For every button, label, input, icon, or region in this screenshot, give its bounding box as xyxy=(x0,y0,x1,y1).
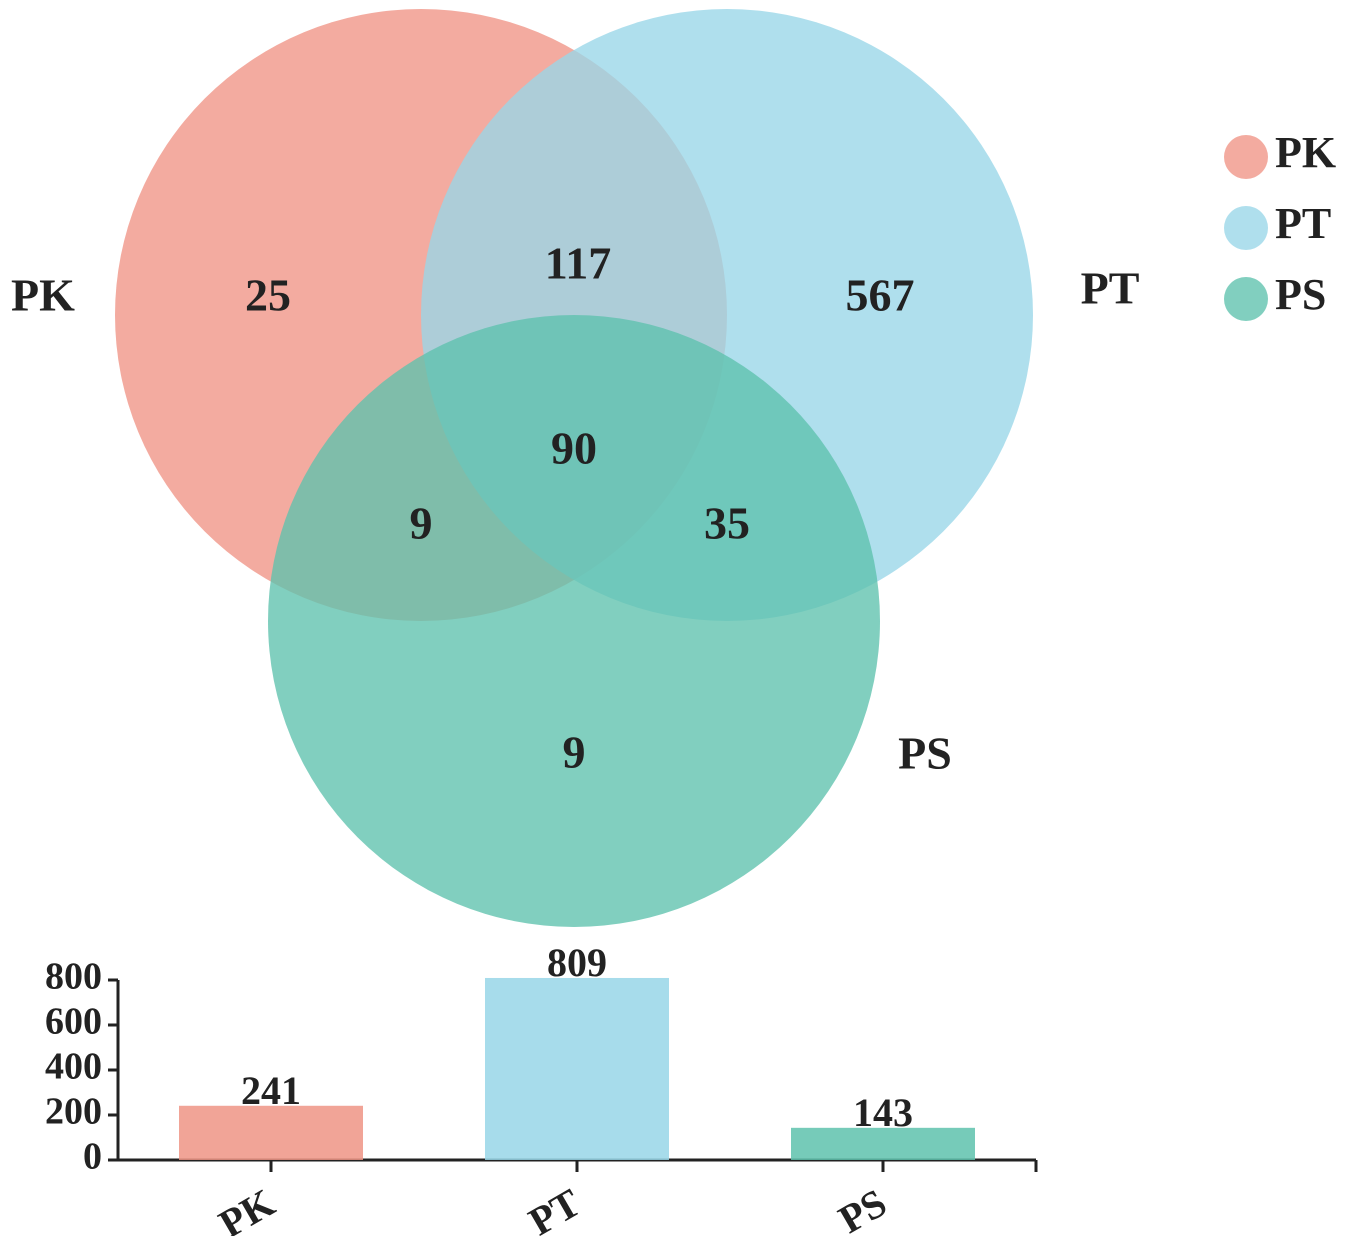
venn-region-count-pk-pt: 117 xyxy=(545,238,611,289)
y-tick-label: 800 xyxy=(45,956,102,998)
legend-swatch-pk xyxy=(1224,135,1268,179)
venn-region-count-pk-ps-pt: 90 xyxy=(551,423,597,474)
legend-label-ps: PS xyxy=(1275,270,1326,319)
bar-pk xyxy=(179,1105,363,1160)
venn-set-label-ps: PS xyxy=(898,728,952,779)
y-tick-label: 200 xyxy=(45,1091,102,1133)
bar-ps xyxy=(791,1127,975,1160)
y-tick-label: 0 xyxy=(83,1136,102,1178)
x-tick-label-pk: PK xyxy=(211,1180,282,1236)
venn-set-label-pt: PT xyxy=(1081,263,1140,314)
venn-region-count-ps: 9 xyxy=(563,727,586,778)
bar-value-label-pt: 809 xyxy=(547,940,607,985)
venn-region-count-pt: 567 xyxy=(846,270,915,321)
venn-region-count-pk: 25 xyxy=(245,270,291,321)
legend-label-pt: PT xyxy=(1275,199,1331,248)
legend-label-pk: PK xyxy=(1275,128,1336,177)
x-tick-label-ps: PS xyxy=(831,1180,894,1236)
bar-value-label-pk: 241 xyxy=(241,1068,301,1113)
y-tick-label: 400 xyxy=(45,1046,102,1088)
legend-swatch-pt xyxy=(1224,206,1268,250)
legend: PK PT PS xyxy=(1224,128,1336,321)
x-tick-label-pt: PT xyxy=(521,1180,588,1236)
y-tick-label: 600 xyxy=(45,1001,102,1043)
bar-pt xyxy=(485,977,669,1160)
venn-set-label-pk: PK xyxy=(11,270,75,321)
bar-value-label-ps: 143 xyxy=(853,1090,913,1135)
legend-swatch-ps xyxy=(1224,277,1268,321)
venn-diagram: PK PT PS 25 117 567 90 9 35 9 xyxy=(11,9,1139,927)
venn-region-count-pk-ps: 9 xyxy=(410,498,433,549)
venn-circle-ps xyxy=(268,315,880,927)
venn-region-count-ps-pt: 35 xyxy=(704,498,750,549)
